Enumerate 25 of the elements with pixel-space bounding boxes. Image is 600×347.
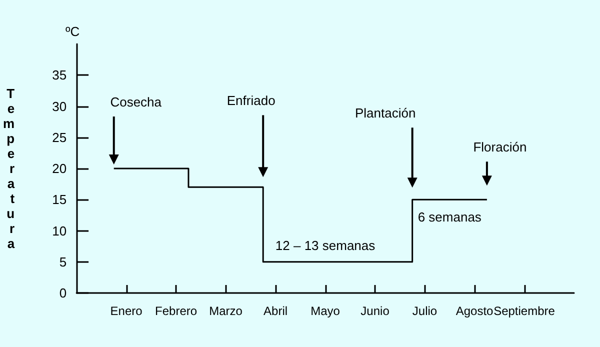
y-tick-label: 0 (59, 286, 67, 300)
y-tick-label: 20 (52, 161, 67, 176)
x-tick-label: Septiembre (494, 304, 556, 318)
text: Temperatura (2, 86, 15, 251)
x-tick-label: Febrero (155, 304, 198, 318)
annotation: Cosecha (110, 94, 162, 110)
annotation: Enfriado (226, 93, 276, 108)
x-tick-label: Junio (360, 304, 390, 318)
annotation: 12 – 13 semanas (275, 238, 376, 253)
y-tick-label: 25 (52, 130, 67, 145)
y-tick-label: 5 (59, 254, 67, 270)
annotation: Plantación (354, 106, 416, 121)
y-tick-label: 30 (52, 98, 67, 114)
annotation: 6 semanas (418, 210, 482, 225)
x-tick-label: Abril (264, 304, 288, 318)
text: ºC (65, 24, 80, 39)
x-tick-label: Agosto (456, 304, 494, 318)
annotation: Floración (473, 140, 527, 155)
x-tick-label: Mayo (310, 304, 340, 318)
x-tick-label: Marzo (209, 304, 243, 318)
y-tick-label: 35 (52, 68, 67, 83)
x-tick-label: Julio (412, 304, 438, 318)
x-tick-label: Enero (110, 304, 143, 318)
y-tick-label: 10 (52, 223, 67, 238)
y-tick-label: 15 (52, 192, 67, 208)
